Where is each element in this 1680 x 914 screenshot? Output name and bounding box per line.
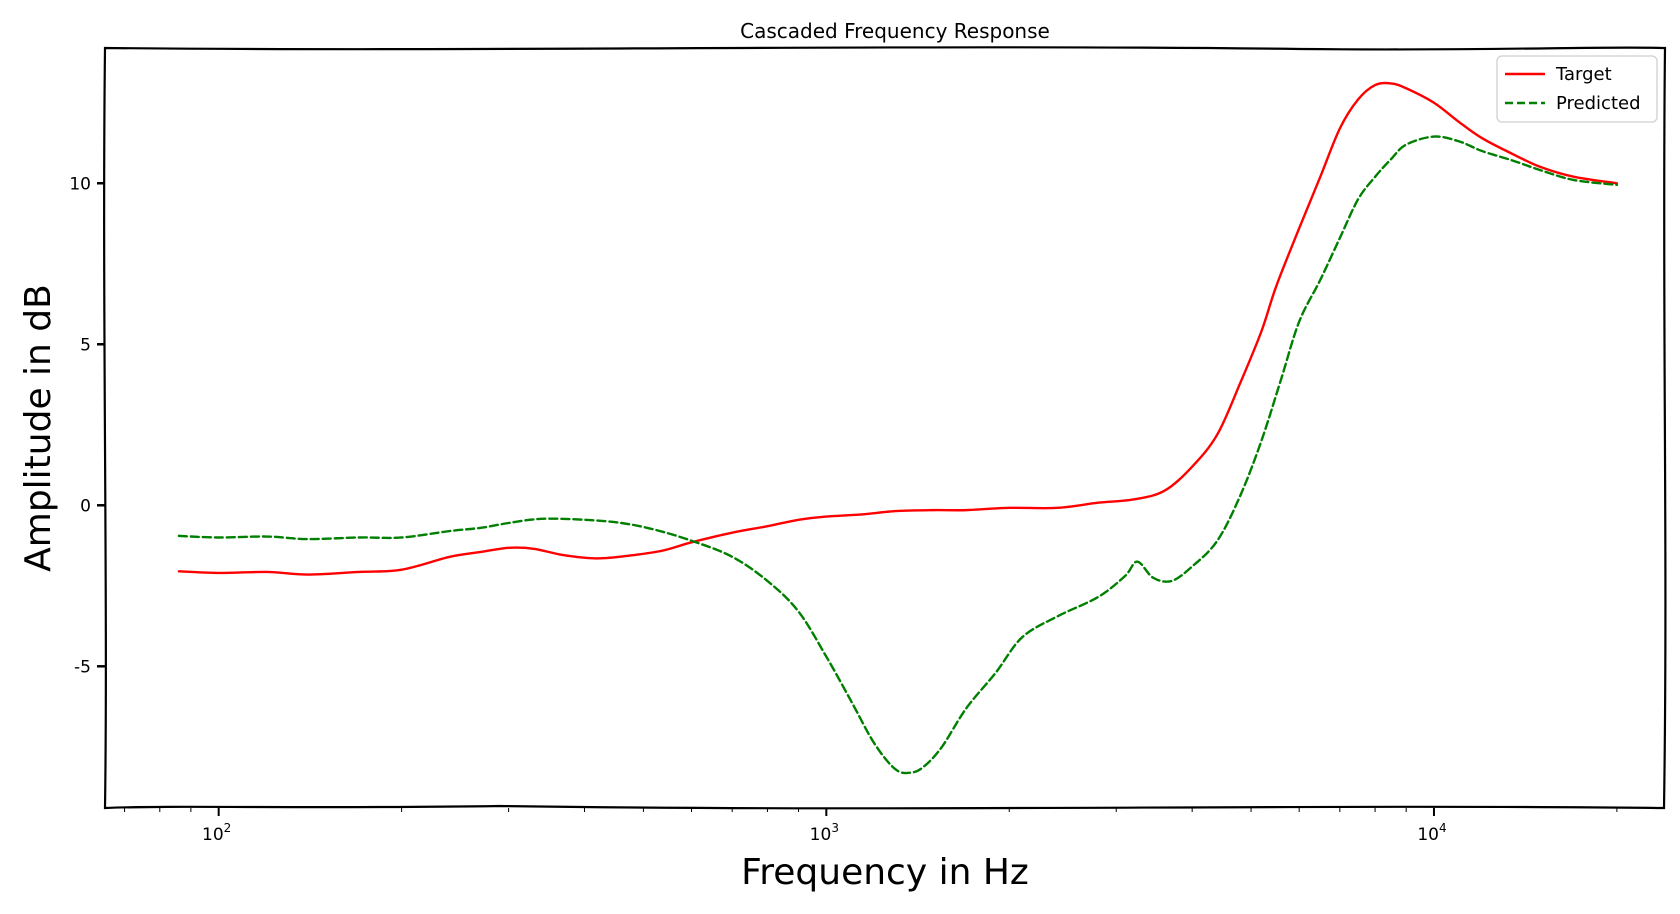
x-tick-label: 104 xyxy=(1417,821,1446,845)
chart-title: Cascaded Frequency Response xyxy=(740,19,1050,43)
x-tick-label: 102 xyxy=(202,821,231,845)
legend-label-predicted: Predicted xyxy=(1556,93,1641,114)
series-line-target xyxy=(177,81,1619,576)
x-tick-label: 103 xyxy=(810,821,839,845)
plot-area xyxy=(105,48,1665,808)
series-layer xyxy=(177,81,1619,775)
legend-box xyxy=(1496,55,1658,123)
y-tick-label: -5 xyxy=(74,657,91,677)
x-axis-label: Frequency in Hz xyxy=(741,852,1029,893)
plot-frame xyxy=(103,46,1667,810)
y-axis-ticks: -5 0 5 10 xyxy=(69,174,105,677)
x-axis-ticks: 102 103 104 xyxy=(124,808,1618,845)
y-tick-label: 5 xyxy=(80,335,91,355)
legend-label-target: Target xyxy=(1555,64,1612,85)
legend: Target Predicted xyxy=(1496,55,1658,123)
y-tick-label: 10 xyxy=(69,174,91,194)
y-axis-label: Amplitude in dB xyxy=(18,284,59,572)
series-line-predicted xyxy=(177,135,1619,775)
y-tick-label: 0 xyxy=(80,496,91,516)
